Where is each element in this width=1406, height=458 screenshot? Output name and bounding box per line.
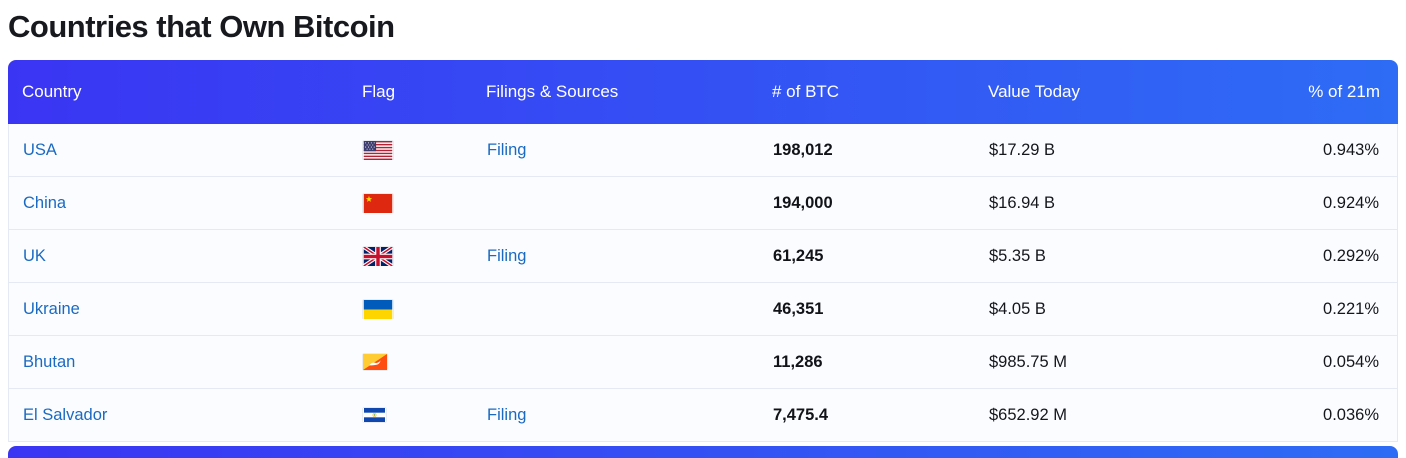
- btc-amount: 194,000: [773, 193, 833, 212]
- pct-of-21m: 0.292%: [1323, 246, 1379, 265]
- filing-link[interactable]: Filing: [487, 140, 527, 159]
- value-today: $985.75 M: [989, 352, 1067, 371]
- next-table-header-bar: [8, 446, 1398, 458]
- table-row: UK Filing 61,245 $5.35 B 0.292%: [9, 230, 1397, 283]
- value-today: $17.29 B: [989, 140, 1056, 159]
- ukraine-flag-icon: [363, 299, 393, 319]
- filing-link[interactable]: Filing: [487, 246, 527, 265]
- col-header-pct-of-21m: % of 21m: [1308, 82, 1380, 101]
- btc-amount: 7,475.4: [773, 405, 829, 424]
- value-today: $5.35 B: [989, 246, 1046, 265]
- col-header-filings-sources: Filings & Sources: [486, 82, 619, 101]
- table-row: Bhutan 11,286 $985.75 M 0.054%: [9, 336, 1397, 389]
- pct-of-21m: 0.221%: [1323, 299, 1379, 318]
- pct-of-21m: 0.036%: [1323, 405, 1379, 424]
- pct-of-21m: 0.924%: [1323, 193, 1379, 212]
- btc-amount: 11,286: [773, 352, 823, 371]
- value-today: $4.05 B: [989, 299, 1046, 318]
- filing-link[interactable]: Filing: [487, 405, 527, 424]
- country-link[interactable]: El Salvador: [23, 405, 108, 424]
- usa-flag-icon: [363, 140, 393, 160]
- el-salvador-flag-icon: [363, 408, 386, 423]
- countries-table: Country Flag Filings & Sources # of BTC …: [8, 60, 1398, 458]
- col-header-num-btc: # of BTC: [772, 82, 840, 101]
- table-body: USA Filing 198,012 $17.29 B 0.943% China…: [8, 124, 1398, 442]
- value-today: $16.94 B: [989, 193, 1056, 212]
- table-row: USA Filing 198,012 $17.29 B 0.943%: [9, 124, 1397, 177]
- table-row: Ukraine 46,351 $4.05 B 0.221%: [9, 283, 1397, 336]
- china-flag-icon: [363, 193, 393, 213]
- country-link[interactable]: Ukraine: [23, 299, 80, 318]
- country-link[interactable]: Bhutan: [23, 352, 76, 371]
- btc-amount: 61,245: [773, 246, 824, 265]
- pct-of-21m: 0.054%: [1323, 352, 1379, 371]
- btc-amount: 198,012: [773, 140, 833, 159]
- col-header-value-today: Value Today: [988, 82, 1080, 101]
- country-link[interactable]: China: [23, 193, 67, 212]
- table-row: El Salvador Filing 7,475.4 $652.92 M 0.0…: [9, 389, 1397, 442]
- table-header-row: Country Flag Filings & Sources # of BTC …: [8, 60, 1398, 124]
- country-link[interactable]: UK: [23, 246, 46, 265]
- uk-flag-icon: [363, 246, 393, 266]
- value-today: $652.92 M: [989, 405, 1067, 424]
- table-row: China 194,000 $16.94 B 0.924%: [9, 177, 1397, 230]
- bhutan-flag-icon: [363, 354, 387, 371]
- country-link[interactable]: USA: [23, 140, 57, 159]
- page-title: Countries that Own Bitcoin: [8, 9, 395, 44]
- col-header-flag: Flag: [362, 82, 396, 101]
- pct-of-21m: 0.943%: [1323, 140, 1379, 159]
- btc-amount: 46,351: [773, 299, 824, 318]
- col-header-country: Country: [22, 82, 82, 101]
